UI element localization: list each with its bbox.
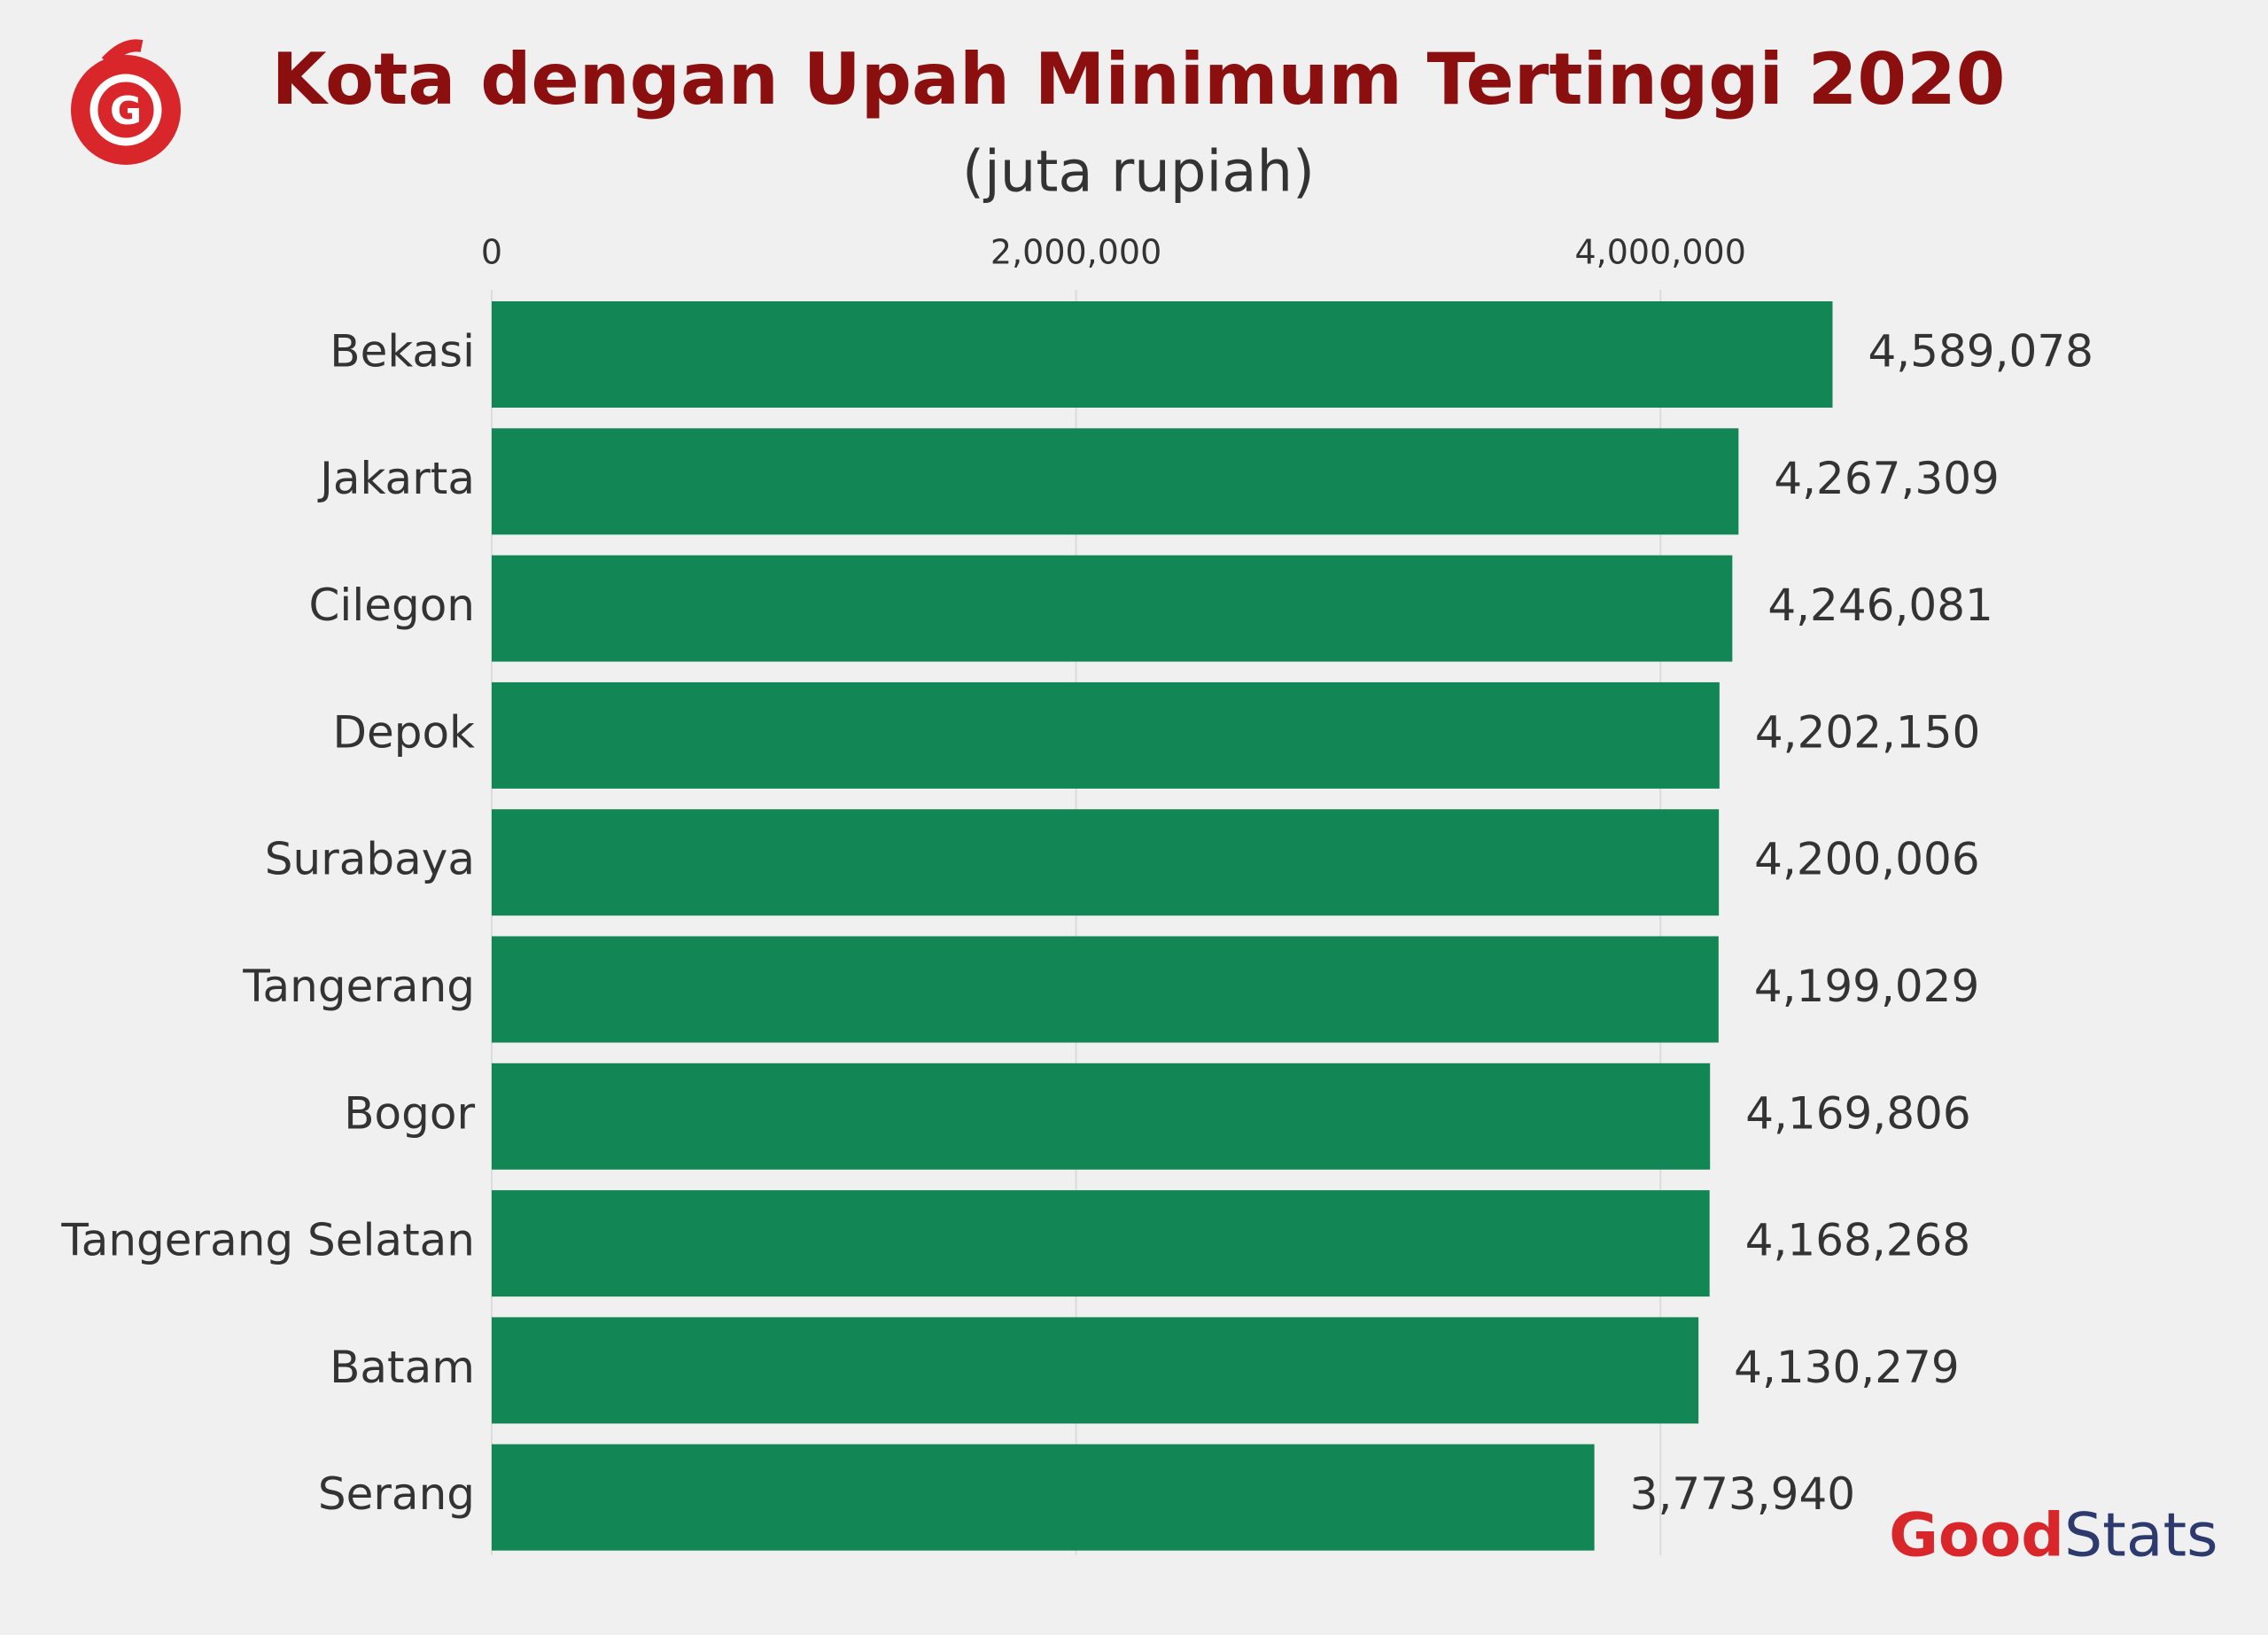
svg-text:G: G <box>110 89 142 134</box>
bar <box>492 555 1733 662</box>
value-label: 4,267,309 <box>1774 453 1999 504</box>
logo: G <box>71 39 181 165</box>
bar <box>492 428 1739 535</box>
brand-stats: Stats <box>2064 1501 2218 1571</box>
bar <box>492 1063 1711 1170</box>
bar <box>492 809 1720 916</box>
chart-subtitle: (juta rupiah) <box>962 140 1315 206</box>
value-label: 3,773,940 <box>1630 1468 1855 1520</box>
value-label: 4,589,078 <box>1868 326 2093 378</box>
chart-title: Kota dengan Upah Minimum Tertinggi 2020 <box>272 38 2006 121</box>
y-tick-label: Cilegon <box>309 580 475 631</box>
x-tick-label: 2,000,000 <box>990 233 1161 272</box>
y-tick-label: Tangerang Selatan <box>60 1215 475 1266</box>
y-tick-label: Serang <box>318 1468 475 1520</box>
y-tick-label: Bogor <box>344 1087 475 1139</box>
y-tick-label: Tangerang <box>242 961 475 1012</box>
value-label: 4,130,279 <box>1734 1342 1959 1393</box>
plot-area: 0 2,000,000 4,000,000 Bekasi 4,589,078 Jakart… <box>60 233 2093 1555</box>
brand-good: Good <box>1889 1501 2064 1571</box>
bar <box>492 936 1719 1043</box>
bar <box>492 1317 1699 1424</box>
bar <box>492 1444 1595 1551</box>
y-tick-label: Depok <box>332 706 475 758</box>
value-label: 4,168,268 <box>1745 1215 1970 1266</box>
x-tick-label: 0 <box>481 233 502 272</box>
value-label: 4,169,806 <box>1745 1087 1970 1139</box>
bar <box>492 681 1720 789</box>
bar <box>492 301 1833 408</box>
x-tick-label: 4,000,000 <box>1574 233 1745 272</box>
y-tick-label: Jakarta <box>317 453 475 504</box>
y-tick-label: Surabaya <box>265 834 475 885</box>
value-label: 4,200,006 <box>1754 834 1979 885</box>
value-label: 4,202,150 <box>1755 706 1980 758</box>
y-tick-label: Batam <box>330 1342 475 1393</box>
value-label: 4,199,029 <box>1754 961 1979 1012</box>
value-label: 4,246,081 <box>1767 580 1992 631</box>
bar <box>492 1190 1710 1297</box>
y-tick-label: Bekasi <box>330 326 475 378</box>
